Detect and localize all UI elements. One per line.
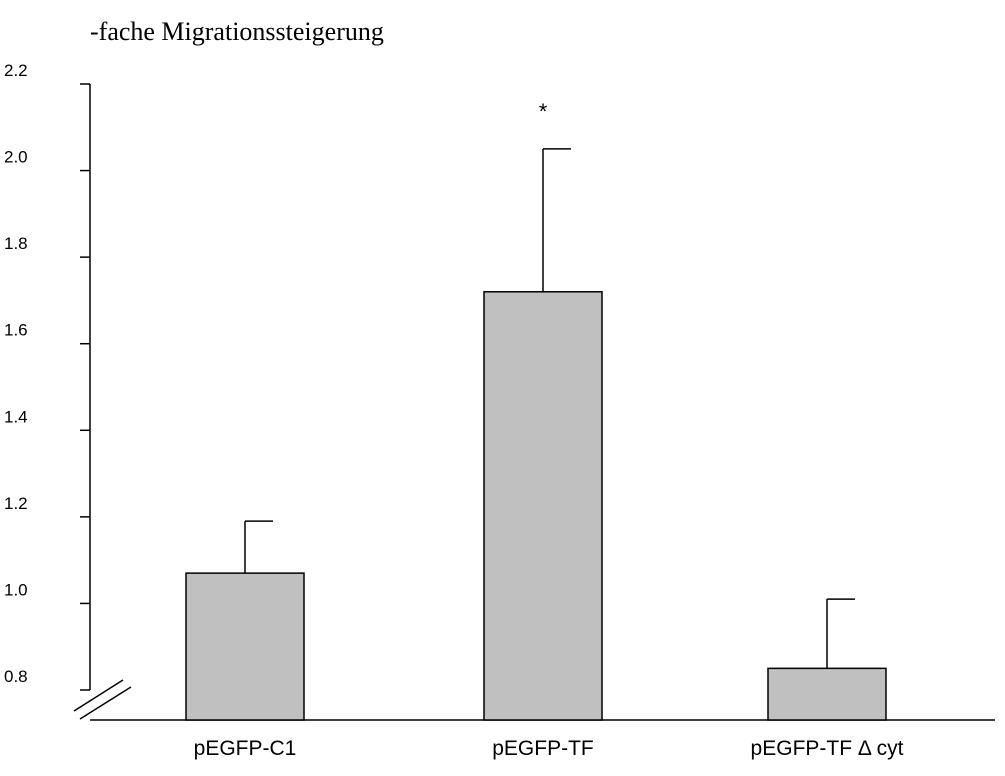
y-tick-label: 1.8 xyxy=(4,234,28,253)
y-tick-label: 1.4 xyxy=(4,407,28,426)
y-axis-label: -fache Migrationssteigerung xyxy=(90,17,384,46)
axis-break-mark xyxy=(73,679,124,712)
x-tick-label: pEGFP-C1 xyxy=(194,737,297,760)
bar xyxy=(483,291,603,721)
significance-marker: * xyxy=(539,99,548,124)
bar xyxy=(767,667,887,721)
x-tick-label: pEGFP-TF Δ cyt xyxy=(751,737,904,760)
x-tick-labels: pEGFP-C1 pEGFP-TF pEGFP-TF Δ cyt xyxy=(194,737,904,760)
error-bars xyxy=(244,148,855,669)
x-tick-label: pEGFP-TF xyxy=(492,737,594,760)
y-tick-label: 1.0 xyxy=(4,580,28,599)
y-tick-label: 1.2 xyxy=(4,494,28,513)
y-tick-label: 1.6 xyxy=(4,321,28,340)
bar xyxy=(185,572,305,721)
y-tick-label: 2.2 xyxy=(4,61,28,80)
y-tick-label: 2.0 xyxy=(4,148,28,167)
axis-break-mark xyxy=(79,686,132,720)
annotations: * xyxy=(539,99,548,124)
y-tick-label: 0.8 xyxy=(4,667,28,686)
bars xyxy=(185,291,887,721)
